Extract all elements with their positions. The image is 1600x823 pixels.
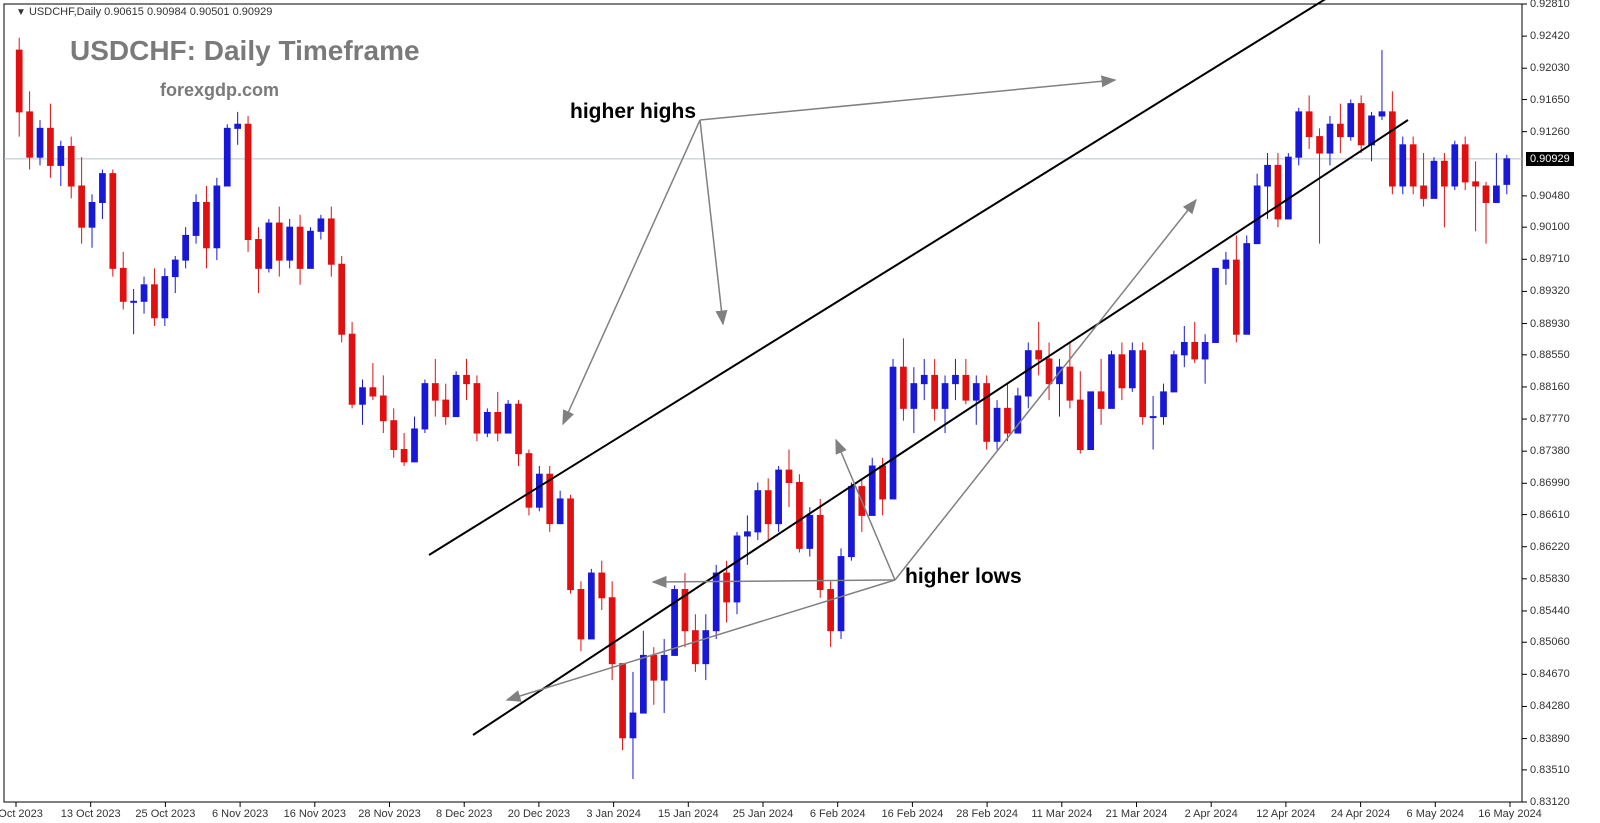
y-tick-label: 0.91260 bbox=[1530, 126, 1570, 138]
symbol-ohlc-line: ▼ USDCHF,Daily 0.90615 0.90984 0.90501 0… bbox=[16, 6, 272, 18]
y-tick-label: 0.85060 bbox=[1530, 636, 1570, 648]
y-tick-label: 0.92030 bbox=[1530, 62, 1570, 74]
y-tick-label: 0.88930 bbox=[1530, 318, 1570, 330]
y-tick-label: 0.85440 bbox=[1530, 605, 1570, 617]
y-tick-label: 0.88160 bbox=[1530, 381, 1570, 393]
y-tick-label: 0.92420 bbox=[1530, 30, 1570, 42]
x-tick-label: 6 May 2024 bbox=[1407, 808, 1464, 820]
y-tick-label: 0.87380 bbox=[1530, 445, 1570, 457]
y-tick-label: 0.90100 bbox=[1530, 221, 1570, 233]
y-tick-label: 0.85830 bbox=[1530, 573, 1570, 585]
y-tick-label: 0.92810 bbox=[1530, 0, 1570, 10]
y-tick-label: 0.83510 bbox=[1530, 764, 1570, 776]
x-tick-label: 13 Oct 2023 bbox=[61, 808, 121, 820]
current-price-tag: 0.90929 bbox=[1526, 152, 1574, 166]
y-tick-label: 0.86610 bbox=[1530, 509, 1570, 521]
x-tick-label: 8 Dec 2023 bbox=[436, 808, 492, 820]
x-tick-label: 2 Apr 2024 bbox=[1185, 808, 1238, 820]
y-tick-label: 0.89710 bbox=[1530, 253, 1570, 265]
x-tick-label: 15 Jan 2024 bbox=[658, 808, 719, 820]
y-tick-label: 0.84670 bbox=[1530, 668, 1570, 680]
y-tick-label: 0.91650 bbox=[1530, 94, 1570, 106]
y-tick-label: 0.86220 bbox=[1530, 541, 1570, 553]
y-tick-label: 0.87770 bbox=[1530, 413, 1570, 425]
annotation-higher-highs: higher highs bbox=[570, 100, 696, 124]
chart-subtitle: forexgdp.com bbox=[160, 80, 279, 101]
x-tick-label: 11 Mar 2024 bbox=[1031, 808, 1092, 820]
x-tick-label: 25 Oct 2023 bbox=[135, 808, 195, 820]
x-tick-label: 28 Nov 2023 bbox=[358, 808, 420, 820]
chart-title: USDCHF: Daily Timeframe bbox=[70, 35, 420, 67]
y-tick-label: 0.83120 bbox=[1530, 796, 1570, 808]
x-tick-label: 16 Feb 2024 bbox=[882, 808, 944, 820]
chart-root: ▼ USDCHF,Daily 0.90615 0.90984 0.90501 0… bbox=[0, 0, 1600, 823]
x-tick-label: 6 Feb 2024 bbox=[810, 808, 866, 820]
x-tick-label: 16 May 2024 bbox=[1478, 808, 1542, 820]
x-tick-label: 3 Jan 2024 bbox=[586, 808, 640, 820]
y-tick-label: 0.88550 bbox=[1530, 349, 1570, 361]
x-tick-label: 21 Mar 2024 bbox=[1106, 808, 1168, 820]
y-tick-label: 0.84280 bbox=[1530, 700, 1570, 712]
x-tick-label: 28 Feb 2024 bbox=[956, 808, 1018, 820]
y-tick-label: 0.90480 bbox=[1530, 190, 1570, 202]
y-tick-label: 0.83890 bbox=[1530, 733, 1570, 745]
x-tick-label: 20 Dec 2023 bbox=[508, 808, 570, 820]
annotation-higher-lows: higher lows bbox=[905, 565, 1022, 589]
x-tick-label: 24 Apr 2024 bbox=[1331, 808, 1390, 820]
x-tick-label: 6 Nov 2023 bbox=[212, 808, 268, 820]
chart-svg bbox=[0, 0, 1600, 823]
x-tick-label: 16 Nov 2023 bbox=[284, 808, 346, 820]
x-tick-label: 12 Apr 2024 bbox=[1256, 808, 1315, 820]
y-tick-label: 0.86990 bbox=[1530, 477, 1570, 489]
x-tick-label: 3 Oct 2023 bbox=[0, 808, 43, 820]
y-tick-label: 0.89320 bbox=[1530, 285, 1570, 297]
x-tick-label: 25 Jan 2024 bbox=[733, 808, 794, 820]
